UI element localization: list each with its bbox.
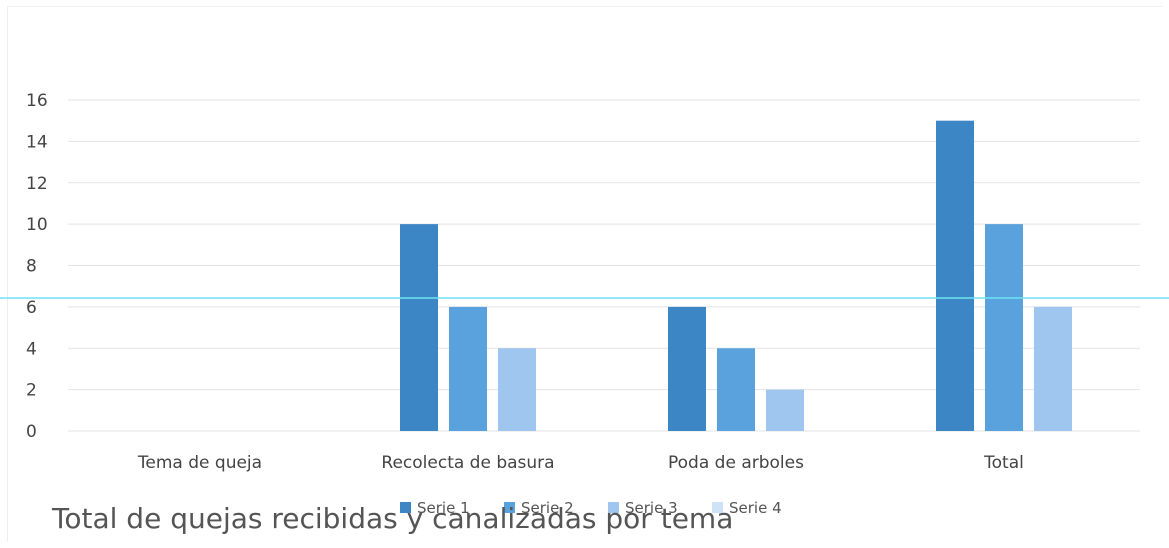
- y-tick-label: 0: [26, 422, 37, 442]
- bar: [498, 348, 536, 431]
- chart-title: Total de quejas recibidas y canalizadas …: [52, 502, 734, 535]
- bar: [766, 389, 804, 431]
- bar: [668, 306, 706, 431]
- legend-label: Serie 3: [625, 499, 678, 517]
- x-category-label: Total: [983, 453, 1024, 473]
- x-axis-category-labels: Tema de queja Recolecta de basura Poda de …: [137, 453, 1024, 473]
- legend-swatch: [504, 502, 515, 513]
- legend-label: Serie 4: [729, 499, 782, 517]
- y-tick-label: 14: [26, 132, 48, 152]
- y-tick-label: 10: [26, 215, 48, 235]
- y-tick-label: 12: [26, 174, 48, 194]
- bar: [717, 348, 755, 431]
- legend: Serie 1 Serie 2 Serie 3 Serie 4: [400, 499, 782, 517]
- bar: [985, 224, 1023, 431]
- legend-swatch: [712, 502, 723, 513]
- bar: [400, 224, 438, 431]
- y-tick-label: 2: [26, 381, 37, 401]
- y-axis-tick-labels: 0 2 4 6 8 10 12 14 16: [26, 91, 48, 442]
- y-tick-label: 16: [26, 91, 48, 111]
- y-tick-label: 4: [26, 339, 37, 359]
- bar: [1034, 306, 1072, 431]
- legend-label: Serie 2: [521, 499, 574, 517]
- legend-swatch: [400, 502, 411, 513]
- x-category-label: Tema de queja: [137, 453, 262, 473]
- bar: [936, 120, 974, 431]
- legend-swatch: [608, 502, 619, 513]
- x-category-label: Poda de arboles: [668, 453, 804, 473]
- y-tick-label: 8: [26, 257, 37, 277]
- bars: [400, 120, 1072, 431]
- y-tick-label: 6: [26, 298, 37, 318]
- legend-label: Serie 1: [417, 499, 470, 517]
- bar: [449, 306, 487, 431]
- gridlines: [68, 99, 1140, 432]
- x-category-label: Recolecta de basura: [381, 453, 554, 473]
